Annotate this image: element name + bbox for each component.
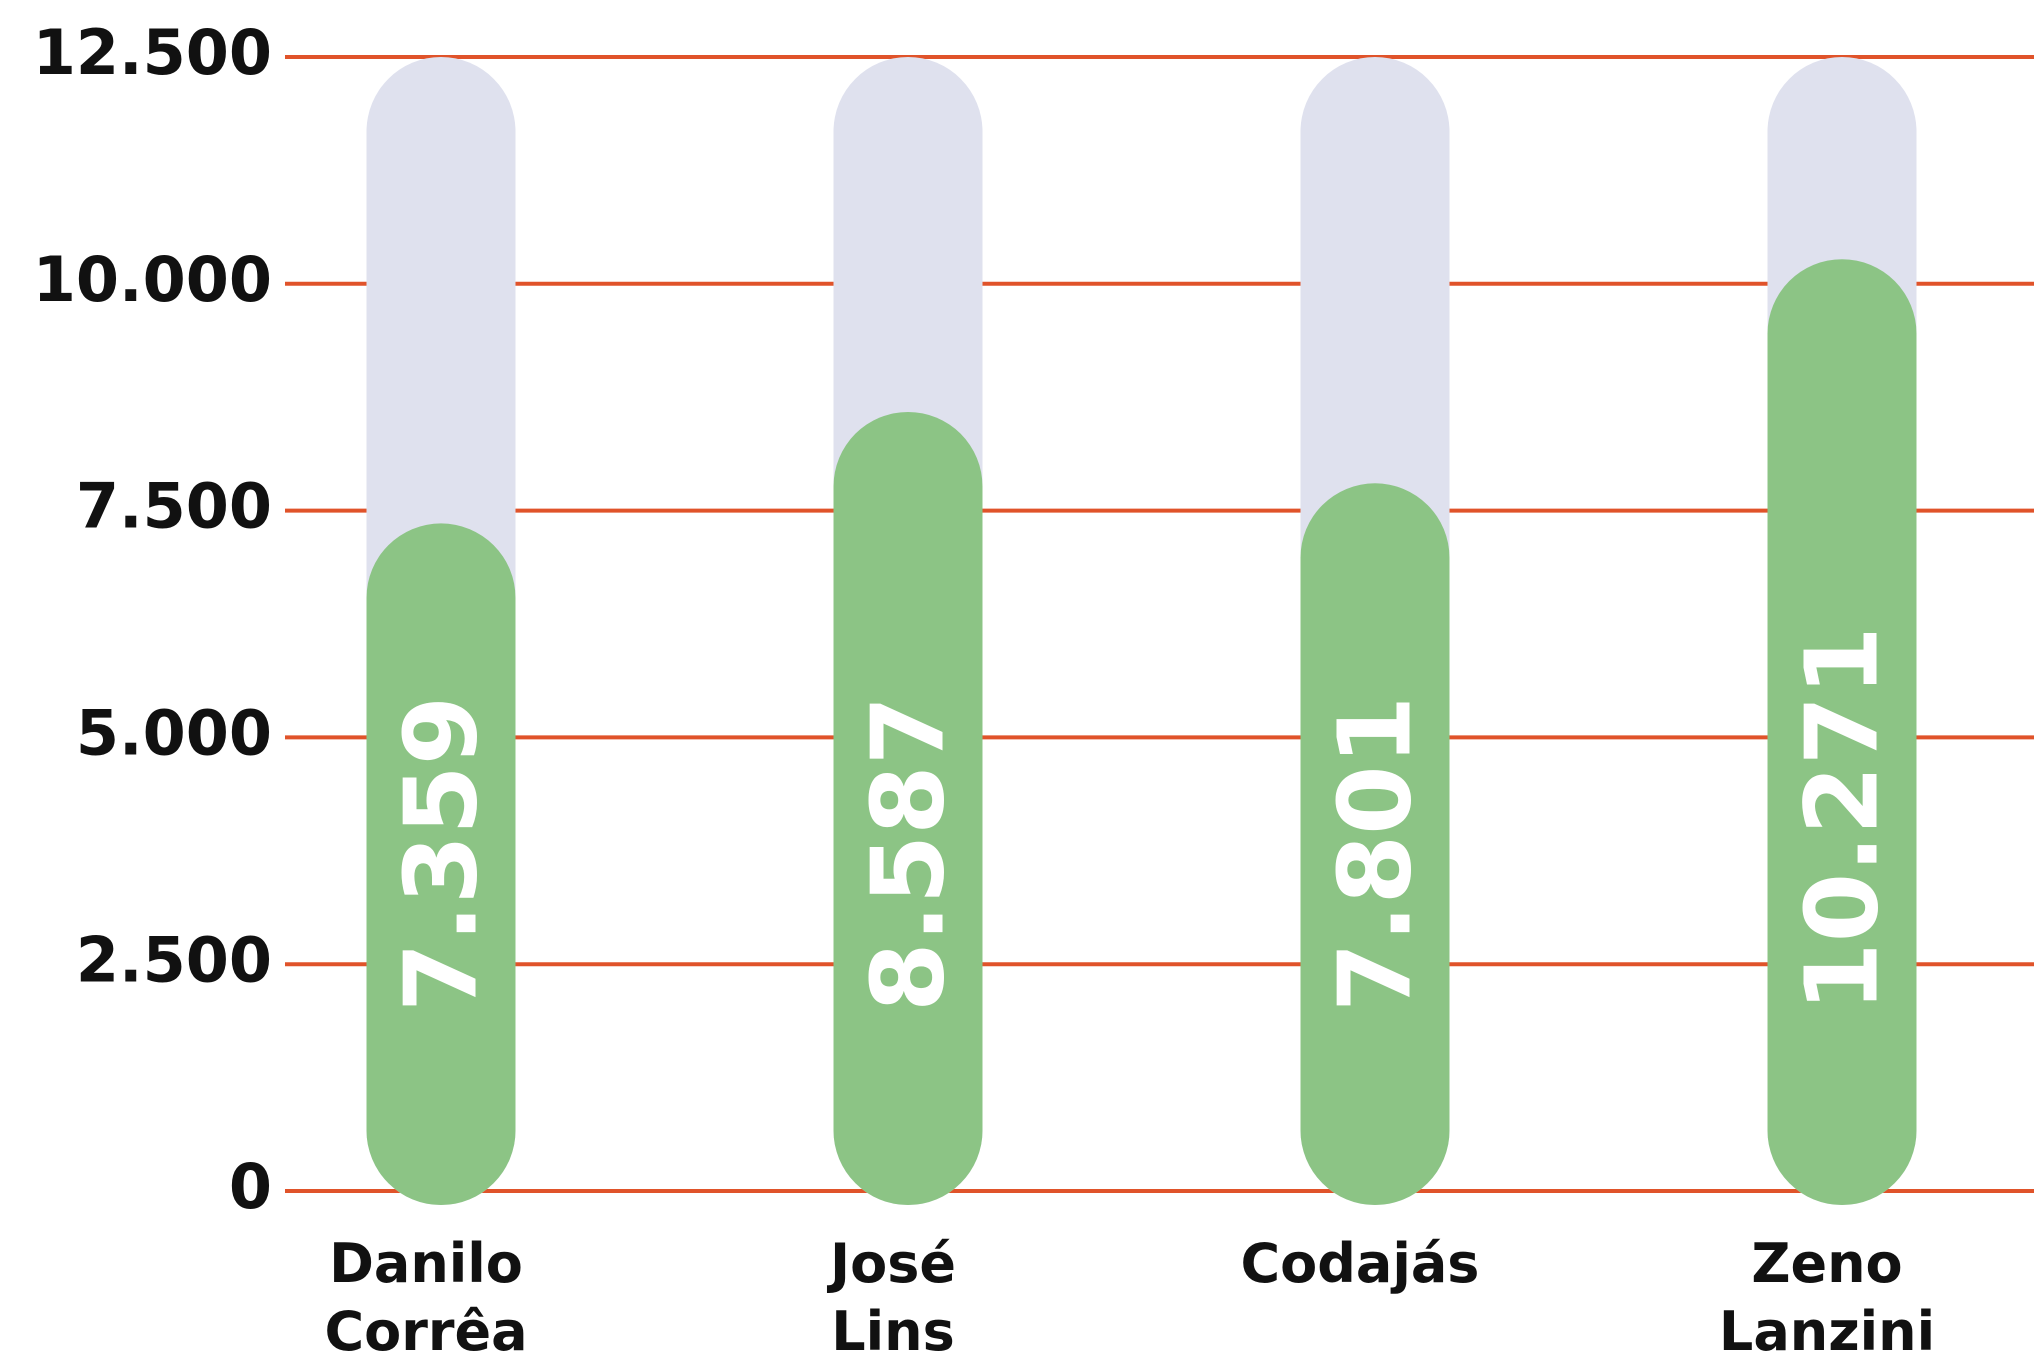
x-tick-label: Codajás <box>1240 1232 1480 1295</box>
value-label: 7.359 <box>383 696 500 1012</box>
x-tick-label: Danilo Corrêa <box>324 1232 528 1363</box>
bar <box>1767 259 1917 1206</box>
y-tick-label: 5.000 <box>76 696 272 769</box>
bar <box>1300 483 1450 1205</box>
x-tick-label: Zeno Lanzini <box>1718 1232 1936 1363</box>
y-tick-label: 2.500 <box>76 923 272 996</box>
y-tick-label: 0 <box>229 1150 272 1223</box>
y-tick-label: 12.500 <box>33 16 272 89</box>
value-label: 10.271 <box>1784 626 1901 1012</box>
y-tick-label: 7.500 <box>76 470 272 543</box>
bar <box>366 523 516 1205</box>
y-tick-label: 10.000 <box>33 243 272 316</box>
x-tick-label: José Lins <box>830 1232 956 1363</box>
bar <box>833 411 983 1205</box>
value-label: 7.801 <box>1317 696 1434 1012</box>
value-label: 8.587 <box>850 696 967 1012</box>
